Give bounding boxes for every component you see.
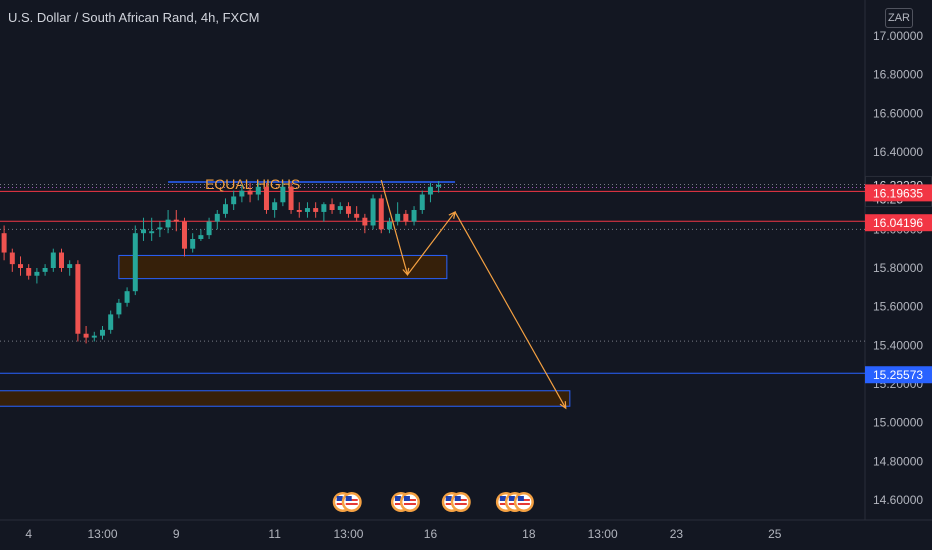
supply-demand-zone <box>0 390 571 407</box>
level-red-1-label-box <box>865 184 932 202</box>
projection-arrow-segment <box>407 211 456 276</box>
candle-body <box>149 231 155 234</box>
candle-body <box>17 264 23 268</box>
candle-body <box>83 333 89 338</box>
time-tick-label: 23 <box>670 527 684 541</box>
price-tick-label: 16.60000 <box>873 106 923 120</box>
candle-body <box>140 229 146 234</box>
candle-body <box>231 196 237 205</box>
time-tick-label: 13:00 <box>588 527 618 541</box>
candle-body <box>58 252 64 268</box>
price-tick-label: 15.00000 <box>873 416 923 430</box>
candle-body <box>91 335 97 338</box>
candle-body <box>255 186 261 195</box>
candle-body <box>427 186 433 195</box>
candle-body <box>99 329 105 336</box>
candle-body <box>67 264 73 268</box>
candle-body <box>263 186 269 210</box>
us-event-flag-icon <box>341 492 362 512</box>
level-red-2-label-box <box>865 214 932 232</box>
candle-body <box>50 252 56 268</box>
projection-arrowhead <box>448 210 456 219</box>
time-tick-label: 13:00 <box>87 527 117 541</box>
price-tick-label: 16.80000 <box>873 68 923 82</box>
candle-body <box>165 219 171 228</box>
candle-body <box>411 210 417 222</box>
price-tick-label: 14.60000 <box>873 493 923 507</box>
price-tick-label: 17.00000 <box>873 29 923 43</box>
level-blue-label-text: 15.25573 <box>873 368 923 382</box>
candle-body <box>132 233 138 292</box>
candle-body <box>222 204 228 214</box>
time-tick-label: 16 <box>424 527 438 541</box>
level-red-1-label-text: 16.19635 <box>873 186 923 200</box>
candle-body <box>395 213 401 222</box>
time-tick-label: 13:00 <box>333 527 363 541</box>
candle-body <box>296 210 302 212</box>
candle-body <box>116 302 122 315</box>
candle-body <box>42 268 48 272</box>
us-event-flag-icon <box>450 492 471 512</box>
candle-body <box>181 221 187 249</box>
candle-body <box>247 190 253 195</box>
candle-body <box>190 239 196 249</box>
candle-body <box>386 221 392 230</box>
us-event-flag-icon <box>513 492 534 512</box>
price-tick-label: 15.40000 <box>873 338 923 352</box>
candle-body <box>354 213 360 218</box>
symbol-title: U.S. Dollar / South African Rand, 4h, FX… <box>8 10 260 25</box>
candle-body <box>403 213 409 222</box>
level-red-2-label-text: 16.04196 <box>873 216 923 230</box>
candle-body <box>108 314 114 330</box>
candle-body <box>321 204 327 212</box>
projection-arrow-segment <box>454 211 567 409</box>
time-tick-label: 18 <box>522 527 536 541</box>
equal-highs-label: EQUAL HIGHS <box>205 176 300 192</box>
time-tick-label: 11 <box>268 527 281 541</box>
candle-body <box>436 184 442 187</box>
candle-body <box>9 252 15 265</box>
time-tick-label: 4 <box>25 527 32 541</box>
us-event-flag-icon <box>399 492 420 512</box>
candle-body <box>157 227 163 230</box>
candle-body <box>239 190 245 197</box>
candle-body <box>26 268 32 276</box>
candle-body <box>206 221 212 236</box>
candle-body <box>173 219 179 222</box>
candle-body <box>34 271 40 276</box>
candle-body <box>370 198 376 226</box>
candle-body <box>378 198 384 230</box>
supply-demand-zone <box>118 254 448 280</box>
projection-arrowhead <box>402 267 410 277</box>
candle-body <box>345 206 351 214</box>
candle-body <box>304 208 310 212</box>
price-tick-label: 15.60000 <box>873 300 923 314</box>
candle-body <box>419 194 425 210</box>
projection-arrow-segment <box>380 179 409 275</box>
candle-body <box>362 217 368 226</box>
projection-arrowhead <box>559 401 567 410</box>
candle-body <box>280 186 286 203</box>
time-tick-label: 25 <box>768 527 782 541</box>
level-blue-label-box <box>865 366 932 384</box>
candle-body <box>337 206 343 210</box>
price-tick-label: 16.40000 <box>873 145 923 159</box>
candle-body <box>75 264 81 334</box>
price-tick-label: 14.80000 <box>873 454 923 468</box>
candle-body <box>198 235 204 239</box>
time-tick-label: 9 <box>173 527 180 541</box>
price-tick-label: 15.80000 <box>873 261 923 275</box>
candle-body <box>214 213 220 222</box>
candle-body <box>1 233 7 253</box>
candle-body <box>329 204 335 210</box>
candle-body <box>288 186 294 210</box>
candle-body <box>313 208 319 212</box>
currency-button[interactable]: ZAR <box>885 8 913 28</box>
candle-body <box>124 291 130 303</box>
candle-body <box>272 202 278 210</box>
